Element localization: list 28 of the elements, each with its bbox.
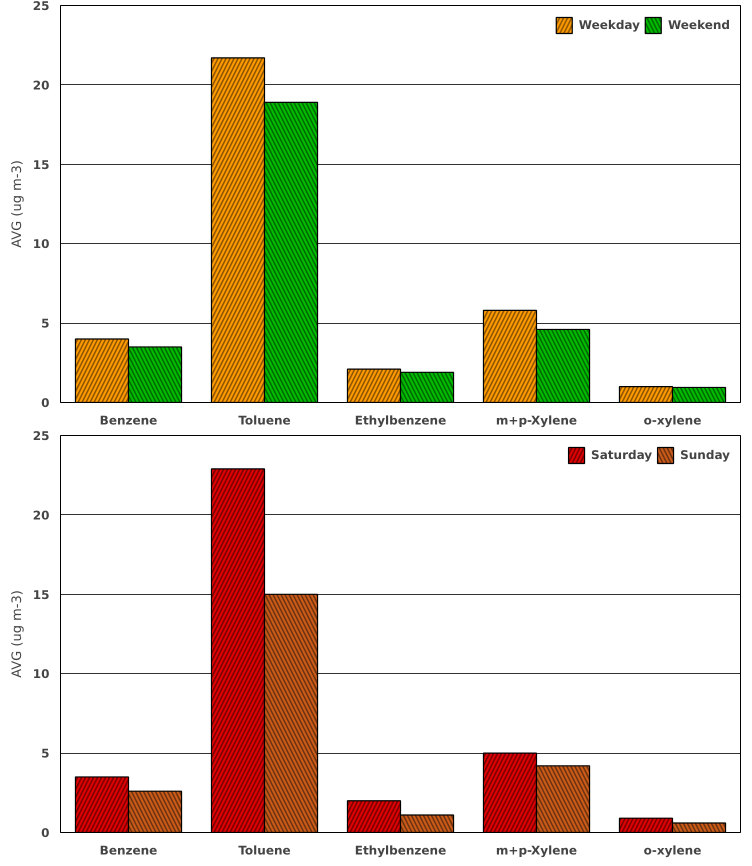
y-tick-label: 20 <box>32 508 50 522</box>
x-tick-label: Toluene <box>238 414 291 428</box>
x-tick-label: m+p-Xylene <box>496 844 578 858</box>
legend-label: Weekend <box>668 18 730 32</box>
y-tick-label: 5 <box>41 316 50 331</box>
y-tick-label: 10 <box>32 237 50 252</box>
legend-label: Weekday <box>578 18 640 32</box>
legend-label: Sunday <box>680 448 730 462</box>
y-tick-label: 5 <box>41 746 50 761</box>
x-tick-label: o-xylene <box>644 844 702 858</box>
x-tick-label: m+p-Xylene <box>496 414 578 428</box>
x-tick-label: Ethylbenzene <box>354 414 446 428</box>
y-tick-label: 10 <box>32 667 50 682</box>
x-tick-label: Benzene <box>100 844 158 858</box>
y-tick-label: 25 <box>32 0 50 13</box>
y-tick-label: 0 <box>41 826 50 840</box>
x-tick-label: o-xylene <box>644 414 702 428</box>
y-tick-label: 25 <box>32 429 50 443</box>
x-tick-label: Toluene <box>238 844 291 858</box>
x-tick-label: Ethylbenzene <box>354 844 446 858</box>
y-axis-title: AVG (ug m-3) <box>10 590 25 678</box>
y-axis-title: AVG (ug m-3) <box>10 160 25 248</box>
legend-label: Saturday <box>591 448 652 462</box>
y-tick-label: 15 <box>32 588 50 602</box>
y-tick-label: 0 <box>41 396 50 410</box>
y-tick-label: 15 <box>32 158 50 172</box>
y-tick-label: 20 <box>32 78 50 92</box>
x-tick-label: Benzene <box>100 414 158 428</box>
